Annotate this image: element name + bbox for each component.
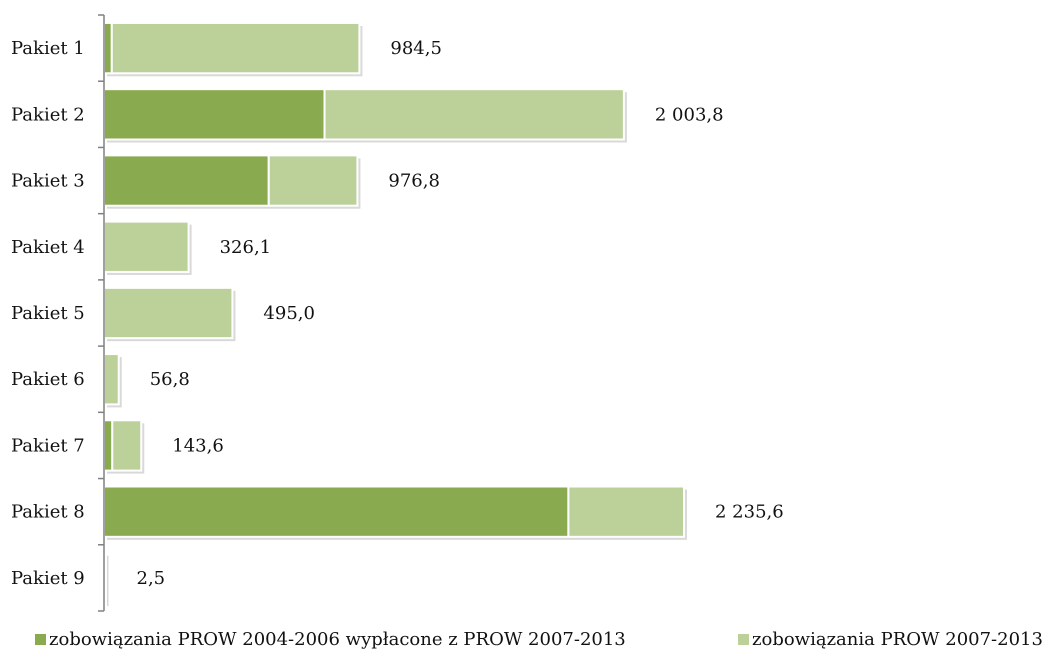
bar-pakiet-1-series-1	[103, 21, 113, 75]
category-label-pakiet-5: Pakiet 5	[11, 303, 85, 324]
category-label-pakiet-7: Pakiet 7	[11, 435, 85, 456]
bars-layer	[103, 21, 687, 607]
bar-pakiet-5-series-2	[103, 286, 234, 340]
value-label-pakiet-3: 976,8	[388, 171, 440, 192]
legend-label-series-1: zobowiązania PROW 2004-2006 wypłacone z …	[49, 629, 626, 650]
bar-pakiet-8-series-1	[103, 485, 570, 538]
category-label-pakiet-6: Pakiet 6	[11, 369, 85, 390]
labels-layer: Pakiet 1 984,5 Pakiet 2 2 003,8 Pakiet 3 976,…	[11, 38, 784, 589]
category-label-pakiet-8: Pakiet 8	[11, 502, 85, 523]
axis-layer	[98, 14, 105, 612]
category-label-pakiet-1: Pakiet 1	[11, 38, 85, 59]
value-label-pakiet-6: 56,8	[150, 369, 190, 390]
legend: zobowiązania PROW 2004-2006 wypłacone z …	[35, 629, 1043, 650]
legend-swatch-series-1	[35, 634, 46, 645]
value-label-pakiet-4: 326,1	[220, 237, 272, 258]
legend-label-series-2: zobowiązania PROW 2007-2013	[752, 629, 1043, 650]
value-label-pakiet-1: 984,5	[390, 38, 442, 59]
legend-swatch-series-2	[738, 634, 749, 645]
value-label-pakiet-2: 2 003,8	[655, 104, 724, 125]
category-label-pakiet-9: Pakiet 9	[11, 568, 85, 589]
bar-pakiet-2-series-1	[103, 88, 326, 141]
category-label-pakiet-4: Pakiet 4	[11, 237, 85, 258]
value-label-pakiet-5: 495,0	[263, 303, 315, 324]
bar-pakiet-6-series-2	[103, 353, 120, 406]
category-label-pakiet-2: Pakiet 2	[11, 104, 85, 125]
value-label-pakiet-7: 143,6	[172, 435, 224, 456]
bar-pakiet-3-series-1	[103, 154, 270, 207]
category-label-pakiet-3: Pakiet 3	[11, 171, 85, 192]
value-label-pakiet-8: 2 235,6	[715, 502, 784, 523]
bar-pakiet-1-series-2	[110, 21, 361, 75]
value-label-pakiet-9: 2,5	[137, 568, 166, 589]
bar-pakiet-2-series-2	[323, 88, 625, 141]
bar-pakiet-4-series-2	[103, 220, 190, 273]
bar-pakiet-8-series-2	[567, 485, 685, 538]
bar-shadow-pakiet-9	[107, 555, 109, 607]
bar-pakiet-3-series-2	[267, 154, 359, 207]
bar-pakiet-7-series-1	[103, 419, 114, 472]
bar-pakiet-7-series-2	[111, 419, 143, 472]
